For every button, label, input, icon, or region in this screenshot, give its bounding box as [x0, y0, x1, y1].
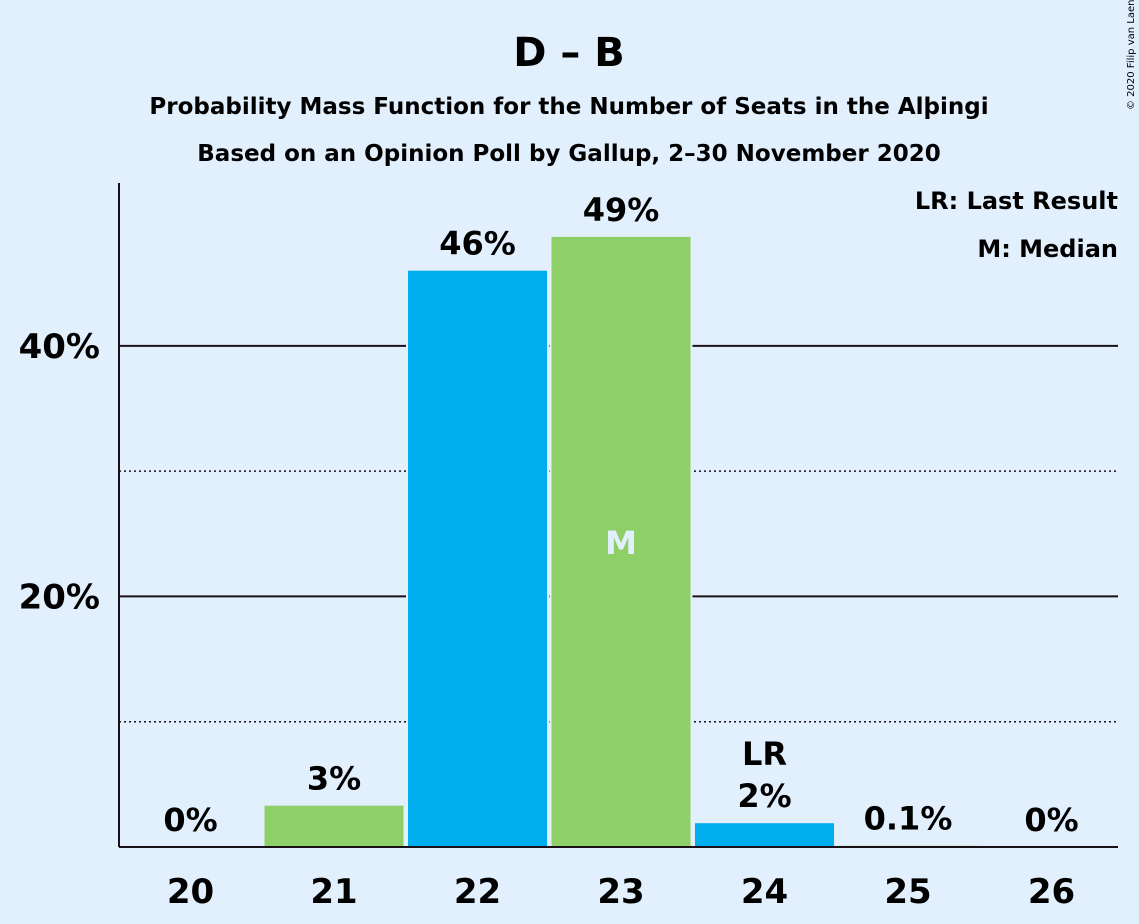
chart-subtitle: Probability Mass Function for the Number…: [149, 94, 988, 120]
chart-title: D – B: [513, 30, 625, 76]
x-tick-label: 23: [597, 872, 644, 912]
data-label-23: 49%: [583, 191, 660, 229]
bar-22: [408, 270, 547, 847]
data-label-22: 46%: [439, 225, 516, 263]
x-tick-label: 24: [741, 872, 788, 912]
data-label-20: 0%: [163, 801, 217, 839]
last-result-marker: LR: [742, 735, 787, 773]
bar-outline: [836, 843, 980, 847]
legend-median: M: Median: [977, 235, 1118, 263]
data-label-25: 0.1%: [864, 800, 953, 838]
axes: 20% 40% 20 21 22 23 24 25 26: [19, 183, 1118, 912]
y-tick-label: 20%: [19, 577, 100, 617]
chart-subtitle-poll: Based on an Opinion Poll by Gallup, 2–30…: [197, 141, 940, 167]
copyright-text: © 2020 Filip van Laenen: [1126, 0, 1137, 110]
x-tick-label: 25: [884, 872, 931, 912]
x-tick-label: 21: [310, 872, 357, 912]
x-tick-label: 22: [454, 872, 501, 912]
y-tick-label: 40%: [19, 327, 100, 367]
bar-24: [695, 823, 834, 847]
data-labels: 0% 3% 46% 49% M 2% LR 0.1% 0%: [163, 191, 1078, 839]
data-label-21: 3%: [307, 760, 361, 798]
median-marker: M: [605, 524, 637, 562]
bar-21: [264, 805, 404, 847]
data-label-24: 2%: [737, 777, 791, 815]
bars: [262, 234, 980, 847]
x-tick-label: 26: [1028, 872, 1075, 912]
data-label-26: 0%: [1024, 801, 1078, 839]
x-tick-label: 20: [167, 872, 214, 912]
legend-last-result: LR: Last Result: [915, 187, 1118, 215]
bar-23: [551, 236, 691, 847]
